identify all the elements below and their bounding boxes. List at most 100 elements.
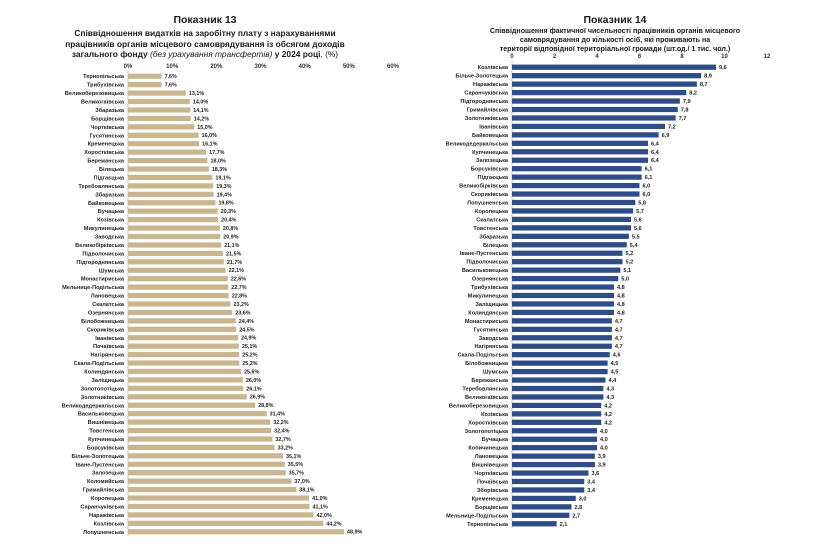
category-label: Гримайлівська [83,487,125,494]
data-label: 4,7 [615,336,623,342]
category-label: Озернянська [472,277,509,283]
category-label: Почаївська [93,344,125,350]
bar [512,478,585,485]
data-label: 21,7% [227,260,242,266]
chart-title-line: працівників органів місцевого самоврядув… [65,38,345,49]
bar [128,427,272,434]
category-label: Лановецька [475,454,509,460]
bar [128,115,191,122]
data-label: 4,8 [617,285,625,291]
bar [128,343,239,349]
bar [512,495,576,502]
x-tick-label: 10 [721,54,728,60]
bar [128,436,273,442]
x-tick-label: 4 [595,54,599,60]
chart-title-line: Співвідношення видатків на заробітну пла… [74,28,336,38]
bar [512,521,557,527]
category-label: Збаразька [479,233,509,240]
category-label: Товстенська [89,429,124,435]
category-label: Коропецька [91,496,125,502]
bar [128,385,244,391]
bar [128,495,310,501]
bar [128,402,256,408]
data-label: 4,2 [604,403,612,409]
bar [128,217,219,223]
data-label: 3,4 [587,488,596,494]
data-label: 4,8 [617,294,625,300]
bar [128,377,243,383]
data-label: 7,6% [165,74,177,80]
category-label: Заводська [95,235,125,241]
bar [128,107,191,113]
data-label: 8,2 [689,91,697,97]
bar [128,301,231,307]
category-label: Золотопотіцька [81,386,125,392]
category-label: Підгаєцька [94,175,125,181]
bar [128,200,216,206]
data-label: 26,1% [246,386,261,392]
category-label: Лопушненська [83,530,125,536]
bar [128,90,186,96]
data-label: 28,8% [258,403,273,409]
data-label: 4,6 [613,353,621,359]
category-label: Залозецька [92,471,125,477]
bar [128,208,218,214]
bar [512,81,697,87]
data-label: 19,4% [217,192,232,198]
category-label: Заліщицька [475,302,509,308]
bar [128,461,285,467]
data-label: 5,0 [621,277,629,283]
bar [512,377,606,383]
data-label: 4,7 [615,319,623,325]
data-label: 3,6 [592,471,600,477]
category-label: Коропецька [475,209,509,215]
bar [128,411,267,417]
bar [128,503,310,510]
bar [128,98,190,105]
data-label: 32,4% [274,428,289,434]
data-label: 4,0 [600,446,608,452]
category-label: Васильковецька [462,268,509,274]
data-label: 5,4 [630,243,639,249]
bar [512,512,570,518]
category-label: Білецька [99,167,125,173]
data-label: 25,1% [242,344,257,350]
data-label: 7,2 [668,124,676,130]
bar [512,115,676,121]
data-label: 22,8% [232,294,247,300]
chart-title-line: Співвідношення фактичної чисельності пра… [489,27,741,35]
data-label: 32,2% [273,420,288,426]
bar [128,132,199,138]
bar [512,301,614,307]
category-label: Мельнице-Подільська [62,285,125,291]
bar [128,267,226,273]
data-label: 7,7 [679,116,687,122]
bar [512,174,642,180]
category-label: Білобожницька [81,318,125,325]
bar [512,360,608,366]
category-label: Монастириська [81,277,125,283]
data-label: 5,2 [626,251,634,257]
bar [128,368,242,375]
category-label: Підгороднянська [460,99,508,105]
category-label: Тернопільська [467,522,509,528]
bar [128,352,240,358]
data-label: 7,8 [681,108,689,114]
data-label: 4,2 [604,420,612,426]
category-label: Скориківська [87,327,125,333]
bar [512,149,648,155]
data-label: 24,9% [241,336,256,342]
data-label: 14,0% [193,99,208,105]
bar [128,419,271,425]
data-label: 25,6% [244,369,259,375]
bar [128,183,214,189]
x-tick-label: 50% [343,64,356,70]
data-label: 20,8% [223,226,238,232]
data-label: 6,0 [643,192,651,198]
category-label: Великогаївська [465,395,509,401]
category-label: Великобірківська [459,183,509,190]
chart-label: Показник 13 [173,14,237,26]
data-label: 41,1% [313,504,328,510]
category-label: Кременецька [472,496,509,502]
bar [512,352,610,358]
